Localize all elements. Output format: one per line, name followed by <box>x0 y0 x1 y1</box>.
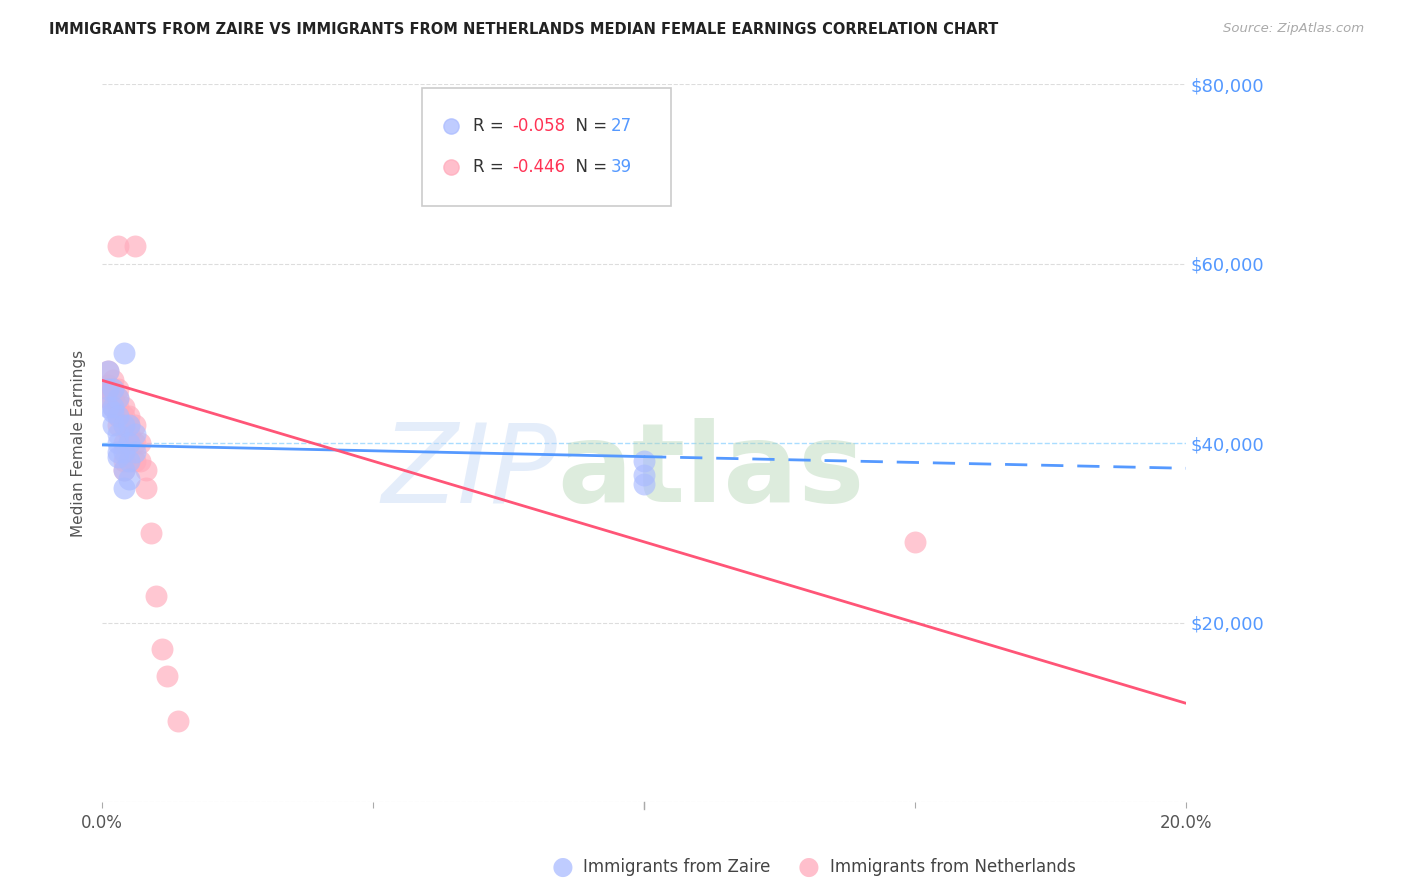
Point <box>97 383 120 397</box>
Point <box>101 383 124 397</box>
Point <box>167 714 190 729</box>
Point <box>107 436 129 450</box>
Point <box>101 418 124 433</box>
Text: ●: ● <box>797 855 820 879</box>
Point <box>145 589 167 603</box>
Point <box>129 454 152 468</box>
Point <box>101 392 124 406</box>
Point <box>107 427 129 442</box>
Point <box>107 392 129 406</box>
Point <box>107 445 129 459</box>
Point <box>124 436 146 450</box>
Point <box>135 463 157 477</box>
Y-axis label: Median Female Earnings: Median Female Earnings <box>72 350 86 537</box>
Text: -0.446: -0.446 <box>512 158 565 176</box>
Point <box>112 409 135 424</box>
Point <box>101 405 124 419</box>
Point <box>112 418 135 433</box>
Point <box>135 481 157 495</box>
Point <box>156 669 179 683</box>
Point <box>633 467 655 482</box>
Point <box>112 463 135 477</box>
Point <box>97 364 120 378</box>
Point <box>97 383 120 397</box>
Point <box>112 436 135 450</box>
Point <box>107 383 129 397</box>
Point <box>150 642 173 657</box>
Text: IMMIGRANTS FROM ZAIRE VS IMMIGRANTS FROM NETHERLANDS MEDIAN FEMALE EARNINGS CORR: IMMIGRANTS FROM ZAIRE VS IMMIGRANTS FROM… <box>49 22 998 37</box>
Point <box>112 418 135 433</box>
Point <box>124 427 146 442</box>
Text: 27: 27 <box>610 117 631 135</box>
Point <box>118 427 141 442</box>
Point <box>118 436 141 450</box>
Point <box>124 418 146 433</box>
Point <box>112 401 135 415</box>
Point <box>112 454 135 468</box>
Point <box>107 392 129 406</box>
Text: Source: ZipAtlas.com: Source: ZipAtlas.com <box>1223 22 1364 36</box>
Point <box>118 454 141 468</box>
Text: R =: R = <box>472 158 509 176</box>
Point <box>101 401 124 415</box>
Point <box>118 409 141 424</box>
Text: Immigrants from Netherlands: Immigrants from Netherlands <box>830 858 1076 876</box>
Point <box>97 377 120 392</box>
Point <box>139 525 162 540</box>
Text: atlas: atlas <box>557 418 865 525</box>
Point <box>633 454 655 468</box>
Point <box>118 418 141 433</box>
Point <box>129 436 152 450</box>
Text: 39: 39 <box>610 158 631 176</box>
Point <box>107 409 129 424</box>
Point <box>124 454 146 468</box>
Text: ZIP: ZIP <box>381 418 557 525</box>
Point <box>633 476 655 491</box>
Point <box>107 418 129 433</box>
Point <box>107 401 129 415</box>
Point <box>118 472 141 486</box>
Point <box>97 401 120 415</box>
Point <box>101 401 124 415</box>
Point <box>112 445 135 459</box>
FancyBboxPatch shape <box>422 88 671 206</box>
Point <box>97 364 120 378</box>
Text: Immigrants from Zaire: Immigrants from Zaire <box>583 858 770 876</box>
Text: ●: ● <box>551 855 574 879</box>
Point <box>112 346 135 360</box>
Point <box>118 454 141 468</box>
Text: R =: R = <box>472 117 509 135</box>
Point <box>112 463 135 477</box>
Point <box>904 534 927 549</box>
Point <box>107 409 129 424</box>
Text: N =: N = <box>565 117 612 135</box>
Point <box>118 418 141 433</box>
Point <box>101 373 124 387</box>
Point <box>118 436 141 450</box>
Point <box>101 383 124 397</box>
Point <box>107 239 129 253</box>
Text: N =: N = <box>565 158 612 176</box>
Point <box>107 450 129 464</box>
Point <box>124 445 146 459</box>
Text: -0.058: -0.058 <box>512 117 565 135</box>
Point <box>112 481 135 495</box>
Point <box>124 239 146 253</box>
Point <box>97 392 120 406</box>
